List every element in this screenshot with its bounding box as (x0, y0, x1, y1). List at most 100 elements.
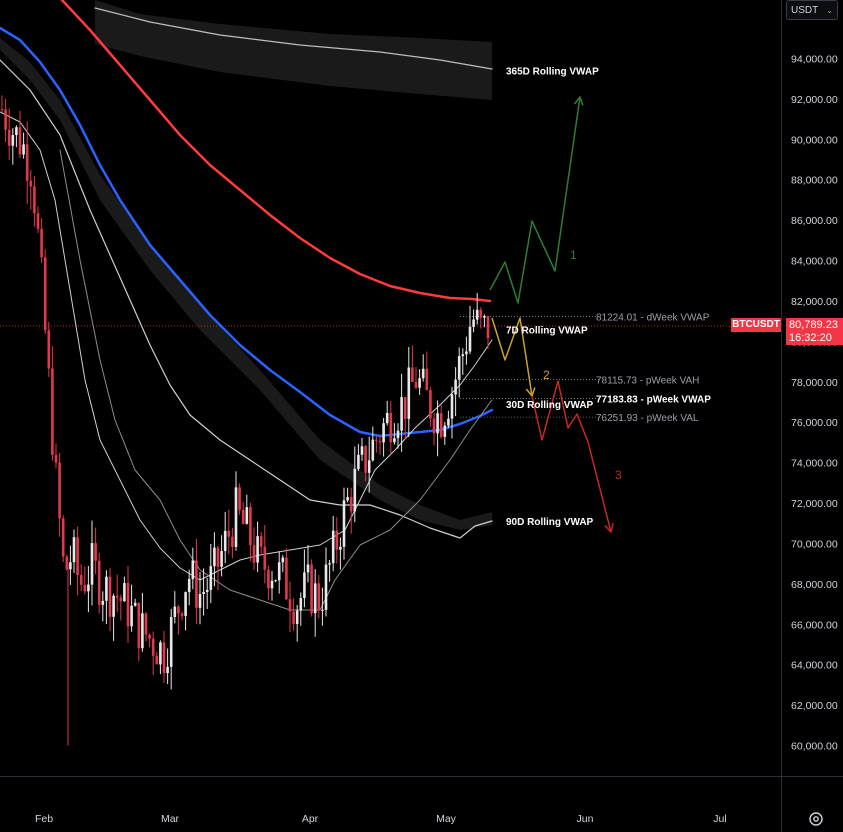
candle (450, 386, 454, 439)
candle (61, 515, 65, 563)
candle (411, 345, 414, 383)
candle (389, 401, 393, 454)
last-price-tag: 80,789.23 16:32:20 (786, 318, 843, 345)
settings-gear-icon[interactable] (806, 809, 826, 829)
candle (475, 292, 479, 325)
price-tick-label: 88,000.00 (791, 175, 838, 187)
candle (216, 545, 220, 591)
candle (303, 549, 306, 608)
candle (162, 630, 166, 684)
price-tick-label: 78,000.00 (791, 377, 838, 389)
time-tick-label: Apr (302, 813, 319, 825)
candle (187, 569, 191, 606)
candle (285, 548, 288, 600)
price-tick-label: 60,000.00 (791, 741, 838, 753)
candle (353, 446, 357, 523)
candle (270, 571, 274, 601)
price-tick-label: 74,000.00 (791, 458, 838, 470)
candle (277, 551, 281, 594)
candle (292, 598, 295, 631)
candle (382, 417, 385, 457)
candle (385, 401, 389, 426)
level-label: 81224.01 - dWeek VWAP (596, 313, 710, 324)
candle (15, 125, 18, 148)
candle (184, 591, 187, 631)
scenario-label: 1 (570, 248, 577, 262)
candle (47, 321, 51, 377)
candle (51, 346, 54, 461)
candle (429, 387, 432, 427)
candle (151, 631, 155, 675)
candle (364, 445, 367, 482)
candle (234, 471, 238, 551)
price-tick-label: 76,000.00 (791, 417, 838, 429)
candle (7, 108, 11, 160)
candle (396, 423, 400, 449)
candle (349, 487, 353, 534)
candle (105, 570, 108, 625)
level-label: 77183.83 - pWeek VWAP (596, 394, 711, 405)
candle (180, 611, 184, 621)
candle (72, 529, 76, 573)
time-tick-label: May (436, 813, 457, 825)
candle (407, 346, 411, 438)
chevron-down-icon: ⌄ (826, 6, 833, 15)
candle (76, 526, 79, 596)
candle (231, 527, 234, 559)
time-axis: Feb Mar Apr May Jun Jul (35, 813, 727, 825)
candle (25, 121, 29, 205)
vwap-bands (0, 0, 492, 530)
price-tick-label: 66,000.00 (791, 619, 838, 631)
vwap-30-line (0, 26, 494, 438)
candle (259, 531, 263, 556)
candle (281, 555, 285, 573)
vwap-7-line (60, 0, 492, 303)
time-tick-label: Jul (713, 813, 726, 825)
candle (371, 426, 375, 462)
candle (223, 511, 227, 564)
candle (108, 567, 112, 632)
candle (173, 591, 177, 624)
price-tick-label: 84,000.00 (791, 256, 838, 268)
candle (202, 568, 205, 616)
candle (87, 566, 90, 613)
candle (339, 537, 342, 570)
candle (11, 128, 15, 165)
candle (375, 435, 378, 453)
candle (393, 423, 396, 445)
candle (425, 351, 429, 391)
candle (306, 545, 310, 583)
candle (169, 608, 173, 690)
candle (249, 502, 252, 562)
candle (403, 397, 407, 440)
candle (22, 132, 25, 159)
candle (245, 494, 249, 525)
candle (141, 592, 144, 652)
candle (346, 487, 349, 503)
series-label: 30D Rolling VWAP (506, 400, 594, 411)
candle (58, 452, 61, 537)
vwap-mid-line (59, 149, 493, 611)
candle (220, 535, 223, 577)
candle (191, 547, 195, 590)
vwap-lines (0, 0, 494, 611)
candle (155, 651, 159, 665)
candle (288, 581, 292, 633)
candle (443, 421, 447, 445)
candle (213, 532, 216, 587)
vwap-90-line (0, 59, 493, 539)
scenario-2-path (491, 317, 533, 397)
candle (256, 521, 259, 573)
candle (472, 309, 475, 333)
price-axis: 60,000.00 62,000.00 64,000.00 66,000.00 68,0… (791, 54, 838, 753)
candle (324, 547, 328, 617)
candle (295, 604, 299, 642)
candle (177, 604, 180, 635)
price-tick-label: 94,000.00 (791, 54, 838, 66)
currency-selector[interactable]: USDT ⌄ (786, 0, 838, 20)
vwap-365-band (95, 0, 492, 100)
candle (166, 648, 169, 685)
candle (414, 367, 418, 390)
price-tick-label: 62,000.00 (791, 700, 838, 712)
